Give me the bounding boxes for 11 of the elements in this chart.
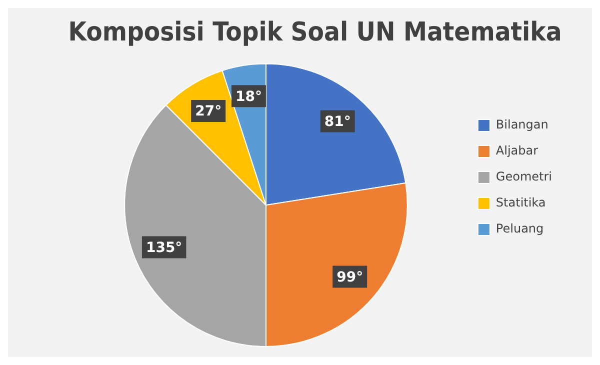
legend-label: Statitika [496, 196, 546, 210]
data-label: 18° [235, 88, 262, 105]
data-label: 99° [336, 269, 364, 286]
data-label: 27° [195, 104, 222, 120]
legend-label: Aljabar [496, 144, 538, 158]
legend-label: Geometri [496, 170, 552, 184]
chart-title: Komposisi Topik Soal UN Matematika [68, 16, 562, 47]
legend-label: Bilangan [496, 118, 548, 132]
legend-label: Peluang [496, 222, 544, 236]
data-label: 135° [146, 240, 182, 256]
data-label: 81° [324, 114, 351, 130]
